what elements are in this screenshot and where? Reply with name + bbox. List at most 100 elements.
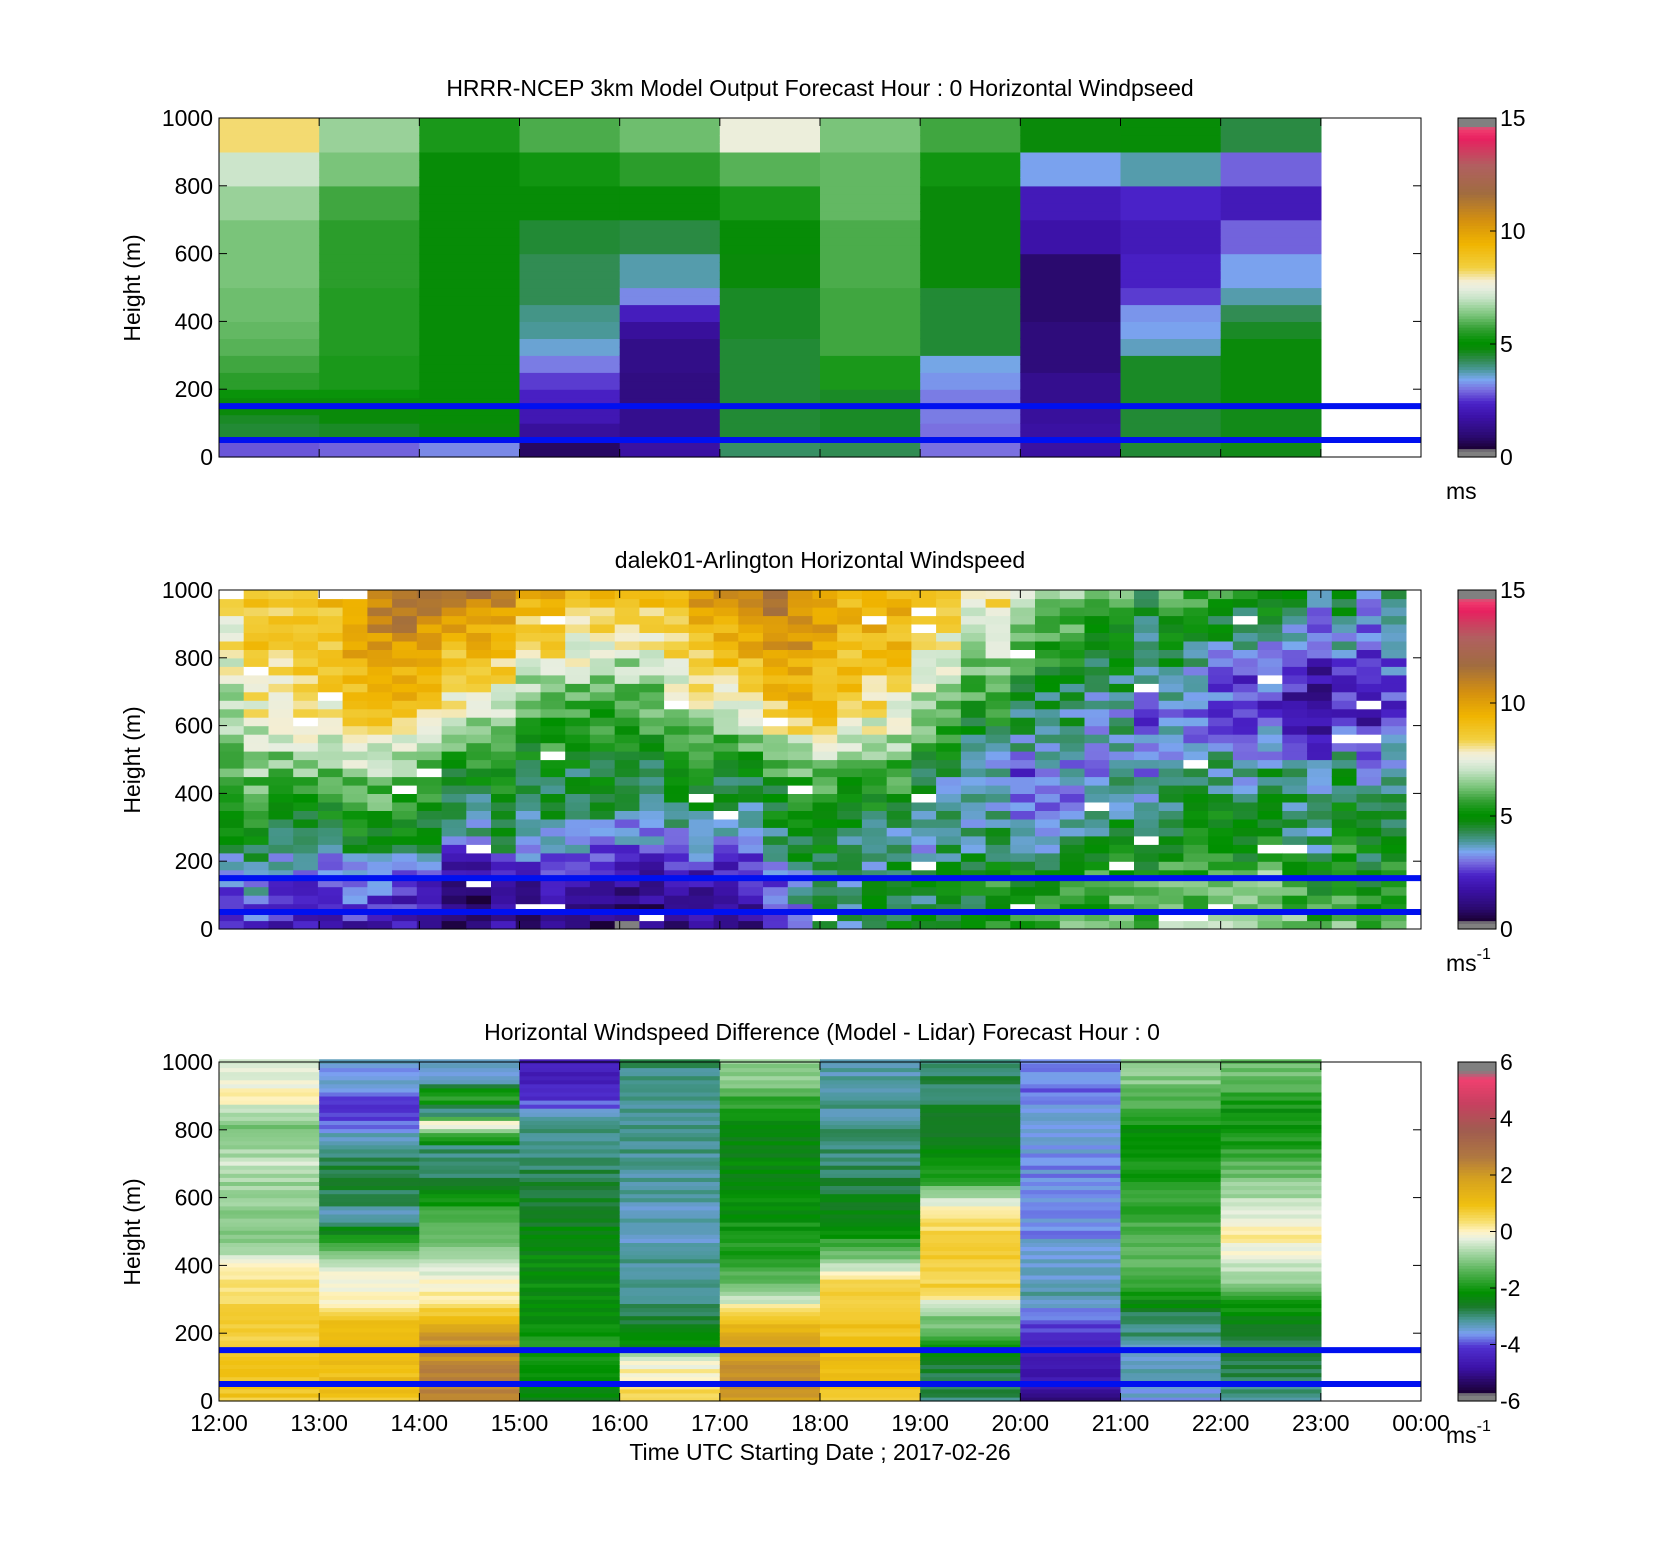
heatmap-cell xyxy=(1331,861,1358,871)
heatmap-cell xyxy=(1059,683,1086,693)
heatmap-cell xyxy=(639,640,665,650)
colorbar-segment xyxy=(1458,844,1496,848)
heatmap-cell xyxy=(619,1124,721,1130)
heatmap-cell xyxy=(219,329,320,339)
heatmap-cell xyxy=(719,202,821,212)
heatmap-cell xyxy=(837,666,863,676)
heatmap-cell xyxy=(1331,649,1358,659)
heatmap-cell xyxy=(1257,666,1283,676)
heatmap-cell xyxy=(392,768,418,778)
heatmap-cell xyxy=(441,751,467,761)
heatmap-cell xyxy=(619,177,721,187)
panel-difference-ylabel: Height (m) xyxy=(119,1178,145,1285)
heatmap-cell xyxy=(920,253,1021,263)
heatmap-cell xyxy=(1307,666,1333,676)
heatmap-cell xyxy=(1158,912,1184,922)
xtick-label: 12:00 xyxy=(190,1410,248,1436)
heatmap-cell xyxy=(565,818,591,828)
heatmap-cell xyxy=(219,151,320,161)
heatmap-cell xyxy=(719,1177,821,1182)
colorbar-segment xyxy=(1458,318,1496,322)
heatmap-cell xyxy=(1356,818,1382,828)
heatmap-cell xyxy=(1381,878,1407,888)
colorbar-segment xyxy=(1458,779,1496,783)
heatmap-cell xyxy=(519,1213,621,1219)
heatmap-cell xyxy=(1282,827,1308,837)
heatmap-cell xyxy=(985,640,1011,650)
heatmap-cell xyxy=(419,1299,521,1304)
heatmap-cell xyxy=(619,1360,721,1365)
heatmap-cell xyxy=(1220,414,1322,424)
heatmap-cell xyxy=(1257,852,1283,862)
heatmap-cell xyxy=(441,649,467,659)
heatmap-cell xyxy=(886,895,912,905)
heatmap-cell xyxy=(719,1376,821,1382)
heatmap-cell xyxy=(268,623,294,633)
heatmap-cell xyxy=(1183,598,1209,608)
heatmap-cell xyxy=(319,414,420,424)
colorbar-segment xyxy=(1458,1293,1496,1298)
heatmap-cell xyxy=(1356,920,1382,930)
heatmap-cell xyxy=(540,861,566,871)
heatmap-cell xyxy=(419,355,521,365)
heatmap-cell xyxy=(419,185,521,195)
heatmap-cell xyxy=(1220,1242,1322,1247)
heatmap-cell xyxy=(1158,615,1184,625)
panel-model: HRRR-NCEP 3km Model Output Forecast Hour… xyxy=(119,75,1526,504)
colorbar-segment xyxy=(1458,1381,1496,1385)
colorbar-segment xyxy=(1458,872,1496,876)
heatmap-cell xyxy=(1020,355,1122,365)
heatmap-cell xyxy=(419,1368,521,1374)
heatmap-cell xyxy=(317,793,344,803)
heatmap-cell xyxy=(515,810,541,820)
heatmap-cell xyxy=(820,1165,921,1170)
heatmap-cell xyxy=(688,801,715,811)
heatmap-cell xyxy=(515,903,541,913)
heatmap-cell xyxy=(688,607,715,617)
heatmap-cell xyxy=(219,674,245,684)
heatmap-cell xyxy=(441,759,467,769)
heatmap-cell xyxy=(1356,903,1382,913)
heatmap-cell xyxy=(243,725,269,735)
heatmap-cell xyxy=(243,878,269,888)
heatmap-cell xyxy=(1010,657,1036,667)
heatmap-cell xyxy=(1010,734,1036,744)
colorbar-segment xyxy=(1458,264,1496,269)
heatmap-cell xyxy=(763,742,789,752)
heatmap-cell xyxy=(1020,1356,1122,1361)
heatmap-cell xyxy=(787,895,814,905)
heatmap-cell xyxy=(319,1364,420,1370)
heatmap-cell xyxy=(319,1250,420,1256)
heatmap-cell xyxy=(820,118,921,128)
heatmap-cell xyxy=(1232,657,1259,667)
colorbar-segment xyxy=(1458,742,1496,746)
heatmap-cell xyxy=(619,1197,721,1203)
colorbar-segment xyxy=(1458,883,1496,888)
heatmap-cell xyxy=(936,717,962,727)
heatmap-cell xyxy=(243,666,269,676)
colorbar-segment xyxy=(1458,1319,1496,1323)
heatmap-cell xyxy=(861,920,888,930)
heatmap-cell xyxy=(619,1372,721,1378)
colorbar-segment xyxy=(1458,440,1496,444)
heatmap-cell xyxy=(985,751,1011,761)
heatmap-cell xyxy=(619,1108,721,1113)
heatmap-cell xyxy=(763,607,789,617)
heatmap-cell xyxy=(614,607,640,617)
colorbar-segment xyxy=(1458,654,1496,659)
heatmap-cell xyxy=(664,640,690,650)
colorbar-segment xyxy=(1458,171,1496,176)
heatmap-cell xyxy=(719,1116,821,1121)
ytick-label: 200 xyxy=(175,848,213,874)
heatmap-cell xyxy=(317,691,344,701)
heatmap-cell xyxy=(1120,1250,1222,1256)
heatmap-cell xyxy=(392,920,418,930)
heatmap-cell xyxy=(1220,1083,1322,1089)
heatmap-cell xyxy=(1010,878,1036,888)
heatmap-cell xyxy=(419,406,521,416)
heatmap-cell xyxy=(1134,912,1160,922)
heatmap-cell xyxy=(519,1189,621,1195)
heatmap-cell xyxy=(812,657,838,667)
heatmap-cell xyxy=(419,372,521,382)
colorbar-segment xyxy=(1458,697,1496,701)
